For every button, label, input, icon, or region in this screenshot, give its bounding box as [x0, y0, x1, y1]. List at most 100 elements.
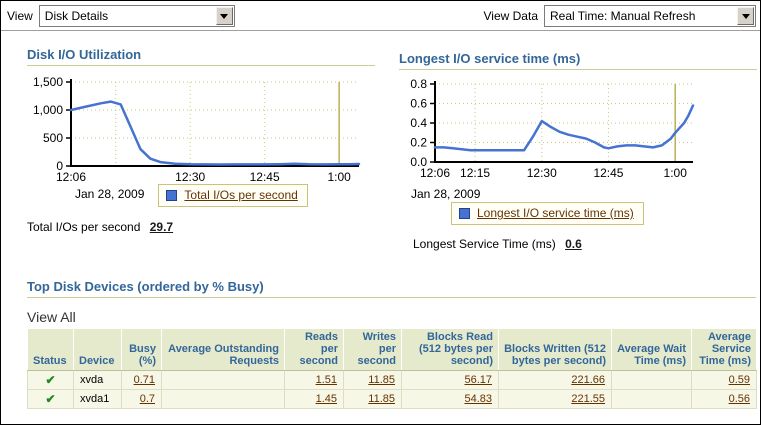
- avg-wait-cell: [611, 389, 692, 409]
- blocks-written-cell: 221.55: [498, 389, 612, 409]
- disk-devices-table: Status Device Busy (%) Average Outstanding …: [27, 328, 757, 409]
- busy-cell: 0.7: [121, 389, 162, 409]
- x-axis-tick-label: 1:00: [327, 170, 351, 184]
- x-axis-tick-label: 12:45: [593, 166, 623, 180]
- avg-service-link[interactable]: 0.56: [728, 393, 750, 405]
- x-axis-tick-label: 12:45: [250, 170, 280, 184]
- avg-service-link[interactable]: 0.59: [728, 374, 750, 386]
- series-line: [433, 104, 695, 152]
- blocks-read-link[interactable]: 56.17: [464, 374, 492, 386]
- view-data-select[interactable]: Real Time: Manual Refresh: [544, 4, 756, 27]
- column-header: Average Outstanding Requests: [161, 328, 285, 371]
- blocks-written-cell: 221.66: [498, 370, 612, 390]
- column-header: Average Service Time (ms): [691, 328, 757, 371]
- view-label: View: [7, 8, 33, 23]
- device-cell: xvda: [73, 370, 122, 390]
- column-header: Reads per second: [284, 328, 344, 371]
- column-header: Average Wait Time (ms): [611, 328, 692, 371]
- column-header: Blocks Read (512 bytes per second): [401, 328, 499, 371]
- x-axis-tick-label: 12:15: [460, 166, 490, 180]
- longest-service-time-summary-label: Longest Service Time (ms): [413, 237, 556, 251]
- series-swatch-icon: [166, 189, 178, 201]
- status-ok-check-icon: ✔: [45, 392, 56, 406]
- writes-cell: 11.85: [343, 389, 402, 409]
- busy-link[interactable]: 0.71: [133, 374, 155, 386]
- blocks-read-cell: 56.17: [401, 370, 499, 390]
- longest-io-service-time-title: Longest I/O service time (ms): [399, 51, 757, 70]
- chevron-down-icon: [220, 13, 229, 23]
- reads-cell: 1.45: [284, 389, 344, 409]
- column-header: Busy (%): [121, 328, 162, 371]
- toolbar: View Disk Details View Data Real Time: M…: [1, 1, 760, 31]
- chart-date-label: Jan 28, 2009: [411, 187, 481, 201]
- y-axis-tick-label: 1,000: [33, 103, 63, 117]
- busy-link[interactable]: 0.7: [139, 393, 155, 405]
- y-axis-tick-label: 500: [43, 131, 63, 145]
- view-data-label: View Data: [483, 8, 538, 23]
- writes-cell: 11.85: [343, 370, 402, 390]
- total-ios-summary: Total I/Os per second 29.7: [27, 220, 375, 234]
- y-axis-tick-label: 0.2: [410, 136, 427, 150]
- column-header: Device: [73, 328, 122, 371]
- x-axis-tick-label: 12:30: [175, 170, 205, 184]
- blocks-read-link[interactable]: 54.83: [464, 393, 492, 405]
- writes-link[interactable]: 11.85: [368, 374, 395, 386]
- disk-io-legend-link[interactable]: Total I/Os per second: [184, 188, 298, 202]
- writes-link[interactable]: 11.85: [368, 393, 395, 405]
- x-axis-tick-label: 1:00: [664, 166, 688, 180]
- disk-io-utilization-title: Disk I/O Utilization: [27, 47, 375, 66]
- disk-io-utilization-chart: 0 500 1,000 1,500 12:06 12:30 12:45 1:00: [33, 75, 361, 184]
- table-header-row: Status Device Busy (%) Average Outstanding …: [27, 328, 757, 371]
- status-cell: ✔: [27, 370, 74, 390]
- y-axis-tick-label: 0.6: [410, 97, 427, 111]
- status-cell: ✔: [27, 389, 74, 409]
- disk-io-legend: Total I/Os per second: [158, 184, 308, 207]
- view-all-link[interactable]: View All: [27, 309, 76, 325]
- avg-outstanding-cell: [161, 370, 285, 390]
- total-ios-summary-value[interactable]: 29.7: [149, 220, 174, 234]
- y-axis-tick-label: 0.4: [410, 116, 427, 130]
- view-select-arrow-button[interactable]: [215, 6, 233, 25]
- y-axis-tick-label: 0: [56, 159, 63, 173]
- column-header: Blocks Written (512 bytes per second): [498, 328, 612, 371]
- blocks-read-cell: 54.83: [401, 389, 499, 409]
- y-axis-tick-label: 1,500: [33, 75, 63, 89]
- avg-wait-cell: [611, 370, 692, 390]
- view-data-select-arrow-button[interactable]: [737, 6, 754, 25]
- column-header: Writes per second: [343, 328, 402, 371]
- disk-io-utilization-section: Disk I/O Utilization 0 500 1,000 1,500 12:06…: [27, 47, 375, 234]
- avg-service-cell: 0.56: [691, 389, 757, 409]
- longest-io-service-time-section: Longest I/O service time (ms) 0.0 0.2 0.4 0…: [399, 51, 757, 251]
- column-header: Status: [27, 328, 74, 371]
- top-disk-devices-section: Top Disk Devices (ordered by % Busy) Vie…: [27, 279, 757, 409]
- total-ios-summary-label: Total I/Os per second: [27, 220, 141, 234]
- avg-outstanding-cell: [161, 389, 285, 409]
- table-row: ✔ xvda 0.71 1.51 11.85 56.17 221.66 0.59: [27, 370, 757, 390]
- view-data-select-value: Real Time: Manual Refresh: [550, 8, 696, 23]
- longest-io-service-time-chart: 0.0 0.2 0.4 0.6 0.8 12:06 12:15 12:30 12:45 1:00: [410, 78, 695, 180]
- y-axis-tick-label: 0.8: [410, 78, 427, 91]
- x-axis-tick-label: 12:06: [420, 166, 450, 180]
- view-select-value: Disk Details: [44, 8, 109, 23]
- top-disk-devices-title: Top Disk Devices (ordered by % Busy): [27, 279, 756, 298]
- service-time-legend: Longest I/O service time (ms): [451, 202, 644, 225]
- chart-date-label: Jan 28, 2009: [75, 187, 145, 201]
- reads-cell: 1.51: [284, 370, 344, 390]
- chevron-down-icon: [741, 13, 750, 23]
- blocks-written-link[interactable]: 221.55: [571, 393, 605, 405]
- longest-service-time-summary: Longest Service Time (ms) 0.6: [413, 237, 757, 251]
- reads-link[interactable]: 1.45: [315, 393, 337, 405]
- avg-service-cell: 0.59: [691, 370, 757, 390]
- table-row: ✔ xvda1 0.7 1.45 11.85 54.83 221.55 0.56: [27, 389, 757, 409]
- series-line: [69, 100, 361, 166]
- reads-link[interactable]: 1.51: [315, 374, 337, 386]
- blocks-written-link[interactable]: 221.66: [571, 374, 605, 386]
- service-time-legend-link[interactable]: Longest I/O service time (ms): [477, 206, 634, 220]
- x-axis-tick-label: 12:06: [56, 170, 86, 184]
- longest-service-time-summary-value[interactable]: 0.6: [565, 237, 582, 251]
- view-select[interactable]: Disk Details: [38, 4, 235, 27]
- x-axis-tick-label: 12:30: [527, 166, 557, 180]
- status-ok-check-icon: ✔: [45, 373, 56, 387]
- y-axis-tick-label: 0.0: [410, 155, 427, 169]
